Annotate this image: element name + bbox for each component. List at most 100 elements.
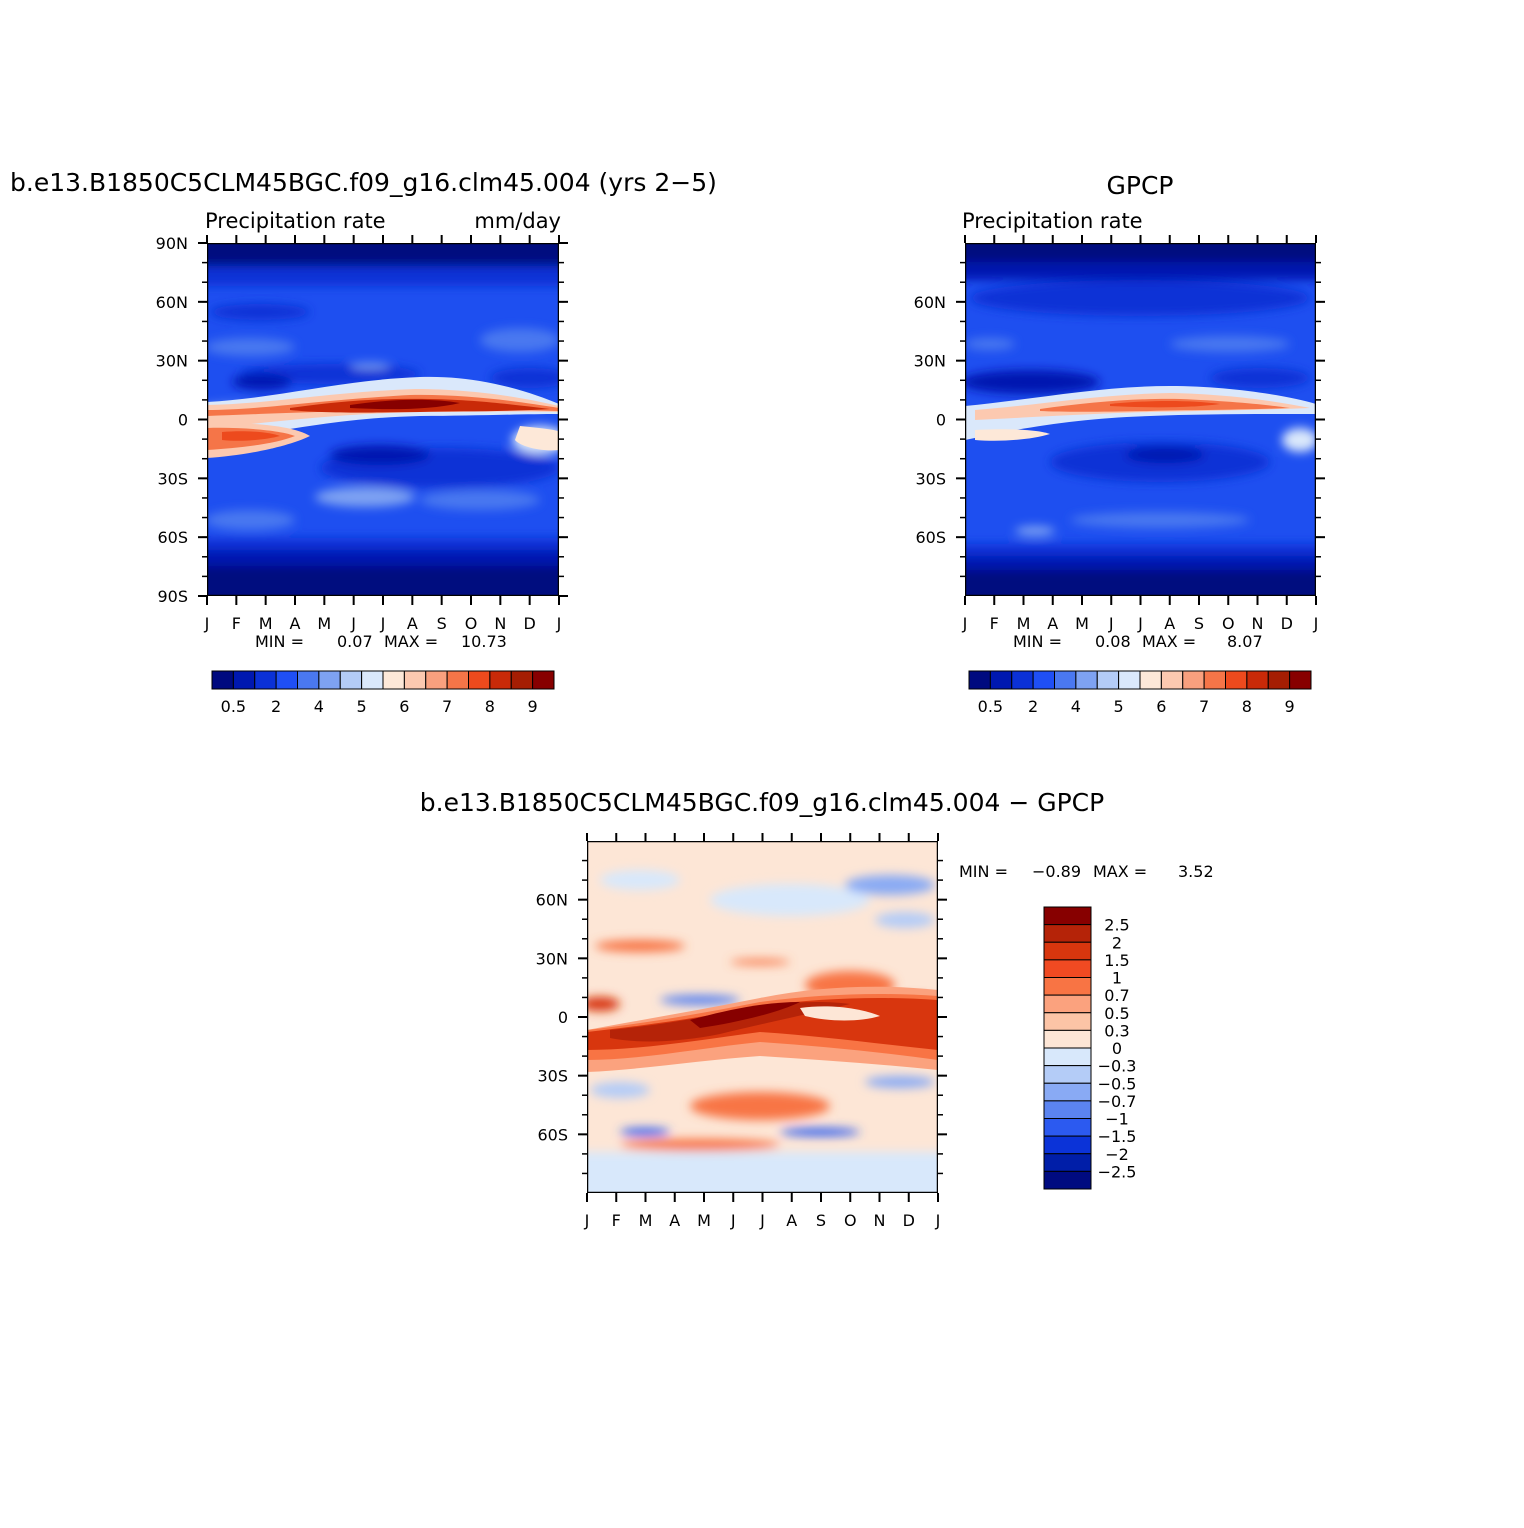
panel-obs: GPCP Precipitation rate: [914, 171, 1325, 716]
colorbar-label: 0.7: [1104, 986, 1129, 1005]
x-tick-label: A: [1164, 614, 1175, 633]
x-tick-label: F: [990, 614, 999, 633]
colorbar-label: 9: [528, 697, 538, 716]
colorbar-box: [446, 670, 469, 690]
panel-obs-min-label: MIN =: [1013, 632, 1062, 651]
colorbar-label: 9: [1285, 697, 1295, 716]
x-tick-label: M: [1017, 614, 1031, 633]
colorbar-label: 0.3: [1104, 1021, 1129, 1040]
y-tick-label: 60N: [156, 293, 188, 312]
panel-diff-colorbar: 2.521.510.70.50.30−0.3−0.5−0.7−1−1.5−2−2…: [1043, 906, 1137, 1190]
colorbar-label: 2: [271, 697, 281, 716]
y-tick-label: 30N: [536, 949, 568, 968]
x-tick-label: N: [874, 1211, 886, 1230]
colorbar-box: [1043, 1047, 1092, 1067]
panel-obs-max-label: MAX =: [1142, 632, 1196, 651]
x-tick-label: N: [494, 614, 506, 633]
y-tick-label: 30S: [157, 469, 188, 488]
y-tick-label: 60N: [536, 891, 568, 910]
colorbar-label: 0: [1112, 1039, 1122, 1058]
colorbar-box: [1203, 670, 1226, 690]
panel-model: b.e13.B1850C5CLM45BGC.f09_g16.clm45.004 …: [10, 168, 717, 716]
colorbar-label: 8: [485, 697, 495, 716]
colorbar-box: [232, 670, 256, 690]
colorbar-box: [1043, 1012, 1092, 1031]
colorbar-label: 2.5: [1104, 916, 1129, 935]
y-tick-label: 90S: [157, 587, 188, 606]
panel-model-units: mm/day: [474, 209, 561, 233]
y-tick-label: 60N: [914, 293, 946, 312]
x-tick-label: S: [816, 1211, 826, 1230]
colorbar-box: [1075, 670, 1098, 690]
colorbar-box: [1043, 1153, 1092, 1172]
x-tick-label: S: [1194, 614, 1204, 633]
colorbar-box: [532, 670, 555, 690]
panel-model-min-label: MIN =: [255, 632, 304, 651]
y-tick-label: 30S: [537, 1067, 568, 1086]
colorbar-label: 0.5: [978, 697, 1003, 716]
x-tick-label: D: [524, 614, 536, 633]
colorbar-box: [425, 670, 448, 690]
colorbar-box: [382, 670, 405, 690]
colorbar-box: [318, 670, 341, 690]
panel-model-min-value: 0.07: [337, 632, 373, 651]
x-tick-label: J: [584, 1211, 590, 1230]
x-tick-label: J: [962, 614, 968, 633]
colorbar-box: [1139, 670, 1162, 690]
y-tick-label: 30S: [915, 469, 946, 488]
x-tick-label: M: [697, 1211, 711, 1230]
y-tick-label: 30N: [914, 352, 946, 371]
y-tick-label: 90N: [156, 234, 188, 253]
panel-model-max-label: MAX =: [384, 632, 438, 651]
panel-obs-max-value: 8.07: [1227, 632, 1263, 651]
colorbar-box: [1043, 1082, 1092, 1102]
colorbar-box: [1096, 670, 1120, 690]
colorbar-box: [510, 670, 534, 690]
x-tick-label: O: [844, 1211, 857, 1230]
x-tick-label: J: [350, 614, 356, 633]
colorbar-label: 1: [1112, 969, 1122, 988]
colorbar-box: [1182, 670, 1205, 690]
colorbar-label: 0.5: [221, 697, 246, 716]
y-tick-label: 0: [558, 1008, 568, 1027]
x-tick-label: J: [759, 1211, 765, 1230]
x-tick-label: O: [1222, 614, 1235, 633]
colorbar-box: [468, 670, 491, 690]
colorbar-box: [1011, 670, 1034, 690]
x-tick-label: J: [935, 1211, 941, 1230]
colorbar-box: [1289, 670, 1312, 690]
y-tick-label: 60S: [915, 528, 946, 547]
colorbar-box: [361, 670, 384, 690]
x-tick-label: J: [1137, 614, 1143, 633]
colorbar-label: 6: [399, 697, 409, 716]
panel-model-field: [207, 243, 559, 596]
panel-diff-title: b.e13.B1850C5CLM45BGC.f09_g16.clm45.004 …: [420, 788, 1104, 817]
colorbar-label: −0.7: [1098, 1092, 1137, 1111]
y-tick-label: 60S: [537, 1125, 568, 1144]
panel-diff: b.e13.B1850C5CLM45BGC.f09_g16.clm45.004 …: [420, 788, 1214, 1230]
x-tick-label: A: [407, 614, 418, 633]
colorbar-label: −0.5: [1098, 1074, 1137, 1093]
x-tick-label: D: [903, 1211, 915, 1230]
colorbar-label: 5: [357, 697, 367, 716]
x-tick-label: J: [1108, 614, 1114, 633]
colorbar-box: [989, 670, 1013, 690]
colorbar-label: −2.5: [1098, 1162, 1137, 1181]
colorbar-box: [1043, 994, 1092, 1014]
colorbar-label: 7: [442, 697, 452, 716]
x-tick-label: J: [1313, 614, 1319, 633]
colorbar-box: [1043, 1118, 1092, 1137]
x-tick-label: A: [290, 614, 301, 633]
colorbar-box: [275, 670, 298, 690]
x-tick-label: F: [612, 1211, 621, 1230]
panel-obs-subtitle-left: Precipitation rate: [962, 209, 1143, 233]
colorbar-label: 5: [1114, 697, 1124, 716]
colorbar-box: [1043, 959, 1092, 978]
y-tick-label: 60S: [157, 528, 188, 547]
colorbar-label: 1.5: [1104, 951, 1129, 970]
colorbar-box: [1043, 906, 1092, 926]
colorbar-label: 2: [1112, 933, 1122, 952]
colorbar-label: −1: [1105, 1110, 1129, 1129]
